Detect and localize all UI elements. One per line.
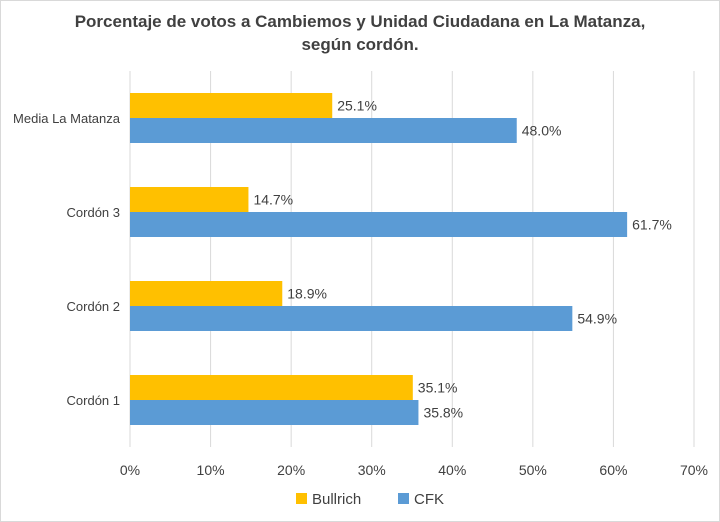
bar-cfk-1	[130, 212, 628, 237]
data-label-bullrich-0: 25.1%	[337, 98, 377, 114]
data-label-cfk-3: 35.8%	[423, 405, 463, 421]
legend-swatch-cfk	[398, 493, 409, 504]
data-label-cfk-0: 48.0%	[522, 123, 562, 139]
legend-label-cfk: CFK	[414, 491, 444, 508]
category-labels: Media La Matanza Cordón 3 Cordón 2 Cordón 1	[13, 111, 121, 408]
data-label-cfk-2: 54.9%	[577, 311, 617, 327]
data-label-bullrich-3: 35.1%	[418, 380, 458, 396]
bar-cfk-3	[130, 400, 419, 425]
x-tick-label-1: 10%	[197, 462, 225, 478]
x-tick-label-3: 30%	[358, 462, 386, 478]
category-label-0: Media La Matanza	[13, 111, 121, 126]
bar-cfk-0	[130, 118, 517, 143]
bar-bullrich-1	[130, 187, 249, 212]
x-tick-label-4: 40%	[438, 462, 466, 478]
x-tick-labels: 0% 10% 20% 30% 40% 50% 60% 70%	[120, 462, 708, 478]
x-tick-label-0: 0%	[120, 462, 140, 478]
bar-bullrich-3	[130, 375, 413, 400]
x-tick-label-6: 60%	[599, 462, 627, 478]
x-tick-label-7: 70%	[680, 462, 708, 478]
data-labels: 25.1% 48.0% 14.7% 61.7% 18.9% 54.9% 35.1% 35.8%	[253, 98, 671, 421]
category-label-1: Cordón 3	[67, 205, 120, 220]
data-label-bullrich-2: 18.9%	[287, 286, 327, 302]
chart-title-line-2: según cordón.	[301, 35, 418, 54]
bar-bullrich-0	[130, 93, 333, 118]
data-label-cfk-1: 61.7%	[632, 217, 672, 233]
x-tick-label-2: 20%	[277, 462, 305, 478]
bar-bullrich-2	[130, 281, 283, 306]
category-label-3: Cordón 1	[67, 393, 120, 408]
data-label-bullrich-1: 14.7%	[253, 192, 293, 208]
legend-label-bullrich: Bullrich	[312, 491, 361, 508]
legend: Bullrich CFK	[296, 491, 444, 508]
bars	[130, 93, 628, 425]
chart-title-line-1: Porcentaje de votos a Cambiemos y Unidad…	[75, 12, 646, 31]
legend-swatch-bullrich	[296, 493, 307, 504]
x-tick-label-5: 50%	[519, 462, 547, 478]
bar-cfk-2	[130, 306, 573, 331]
category-label-2: Cordón 2	[67, 299, 120, 314]
